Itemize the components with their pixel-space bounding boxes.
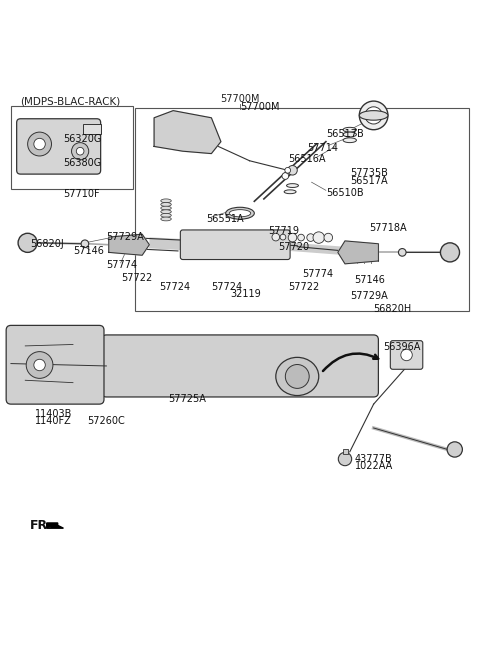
Polygon shape	[154, 110, 221, 154]
FancyBboxPatch shape	[17, 119, 101, 174]
Text: 57735B: 57735B	[350, 168, 388, 178]
Text: 57774: 57774	[107, 260, 137, 270]
Circle shape	[324, 233, 333, 242]
Circle shape	[34, 359, 45, 371]
Text: 11403B: 11403B	[35, 409, 72, 419]
Circle shape	[313, 232, 324, 244]
Ellipse shape	[360, 110, 388, 120]
Text: 57729A: 57729A	[107, 232, 144, 242]
Circle shape	[288, 233, 297, 242]
Ellipse shape	[161, 210, 171, 214]
Polygon shape	[109, 234, 149, 255]
Text: 1022AA: 1022AA	[355, 461, 393, 471]
Text: 57710F: 57710F	[63, 189, 100, 199]
Circle shape	[441, 243, 459, 262]
Circle shape	[398, 249, 406, 256]
Ellipse shape	[276, 357, 319, 395]
Text: 43777B: 43777B	[355, 454, 392, 464]
Ellipse shape	[343, 132, 357, 137]
Circle shape	[28, 132, 51, 156]
Circle shape	[81, 240, 89, 247]
Circle shape	[401, 349, 412, 360]
Text: 56320G: 56320G	[63, 134, 102, 144]
Circle shape	[26, 351, 53, 379]
Bar	[135, 109, 469, 311]
Ellipse shape	[284, 190, 296, 194]
Circle shape	[288, 165, 297, 175]
Text: 57724: 57724	[211, 282, 242, 292]
FancyBboxPatch shape	[102, 335, 378, 397]
Text: FR.: FR.	[30, 519, 53, 532]
Ellipse shape	[343, 127, 357, 132]
Ellipse shape	[343, 138, 357, 143]
Circle shape	[360, 101, 388, 130]
Text: 57725A: 57725A	[168, 394, 206, 404]
Circle shape	[365, 107, 382, 124]
FancyArrowPatch shape	[323, 353, 378, 371]
Text: 32119: 32119	[230, 289, 261, 299]
Text: 57774: 57774	[302, 269, 333, 279]
Circle shape	[72, 143, 89, 160]
Bar	[343, 450, 348, 454]
Circle shape	[282, 172, 288, 180]
Circle shape	[272, 233, 280, 241]
Circle shape	[18, 233, 37, 253]
Ellipse shape	[287, 183, 299, 187]
Text: 57729A: 57729A	[350, 291, 387, 301]
Text: 56517B: 56517B	[326, 129, 364, 140]
FancyBboxPatch shape	[180, 230, 290, 260]
Ellipse shape	[161, 213, 171, 217]
Text: (MDPS-BLAC-RACK): (MDPS-BLAC-RACK)	[21, 96, 121, 107]
Text: 57722: 57722	[288, 282, 319, 292]
Bar	[83, 124, 101, 134]
Text: 57722: 57722	[120, 273, 152, 283]
Text: 57260C: 57260C	[87, 416, 125, 426]
Text: 57718A: 57718A	[369, 223, 407, 233]
Text: 57146: 57146	[73, 246, 104, 256]
Text: 57714: 57714	[307, 143, 338, 153]
Text: 56396A: 56396A	[383, 342, 420, 352]
Ellipse shape	[226, 207, 254, 219]
Circle shape	[34, 138, 45, 150]
Text: 56551A: 56551A	[206, 214, 244, 224]
Circle shape	[76, 147, 84, 155]
Text: 57700M: 57700M	[220, 94, 260, 105]
Polygon shape	[338, 241, 378, 264]
Circle shape	[285, 167, 290, 173]
Text: 56380G: 56380G	[63, 158, 102, 168]
Circle shape	[338, 452, 352, 466]
Ellipse shape	[161, 206, 171, 210]
Ellipse shape	[161, 199, 171, 203]
Circle shape	[307, 234, 314, 242]
Bar	[11, 106, 132, 189]
Circle shape	[285, 364, 309, 388]
FancyBboxPatch shape	[6, 326, 104, 404]
Circle shape	[447, 442, 462, 457]
Text: 57700M: 57700M	[240, 102, 279, 112]
Circle shape	[298, 234, 304, 241]
Polygon shape	[47, 523, 63, 528]
Text: 56510B: 56510B	[326, 188, 363, 198]
Text: 56820J: 56820J	[30, 239, 64, 249]
Circle shape	[280, 234, 286, 240]
Text: 1140FZ: 1140FZ	[35, 416, 72, 426]
Text: 56517A: 56517A	[350, 176, 387, 186]
Ellipse shape	[229, 210, 251, 217]
Text: 57719: 57719	[269, 226, 300, 236]
Text: 57724: 57724	[159, 282, 190, 292]
Ellipse shape	[161, 217, 171, 221]
FancyBboxPatch shape	[390, 340, 423, 370]
Text: 57146: 57146	[355, 275, 385, 285]
Ellipse shape	[161, 203, 171, 206]
Text: 57720: 57720	[278, 242, 309, 252]
Text: 56820H: 56820H	[373, 304, 412, 314]
Text: 56516A: 56516A	[288, 154, 325, 164]
